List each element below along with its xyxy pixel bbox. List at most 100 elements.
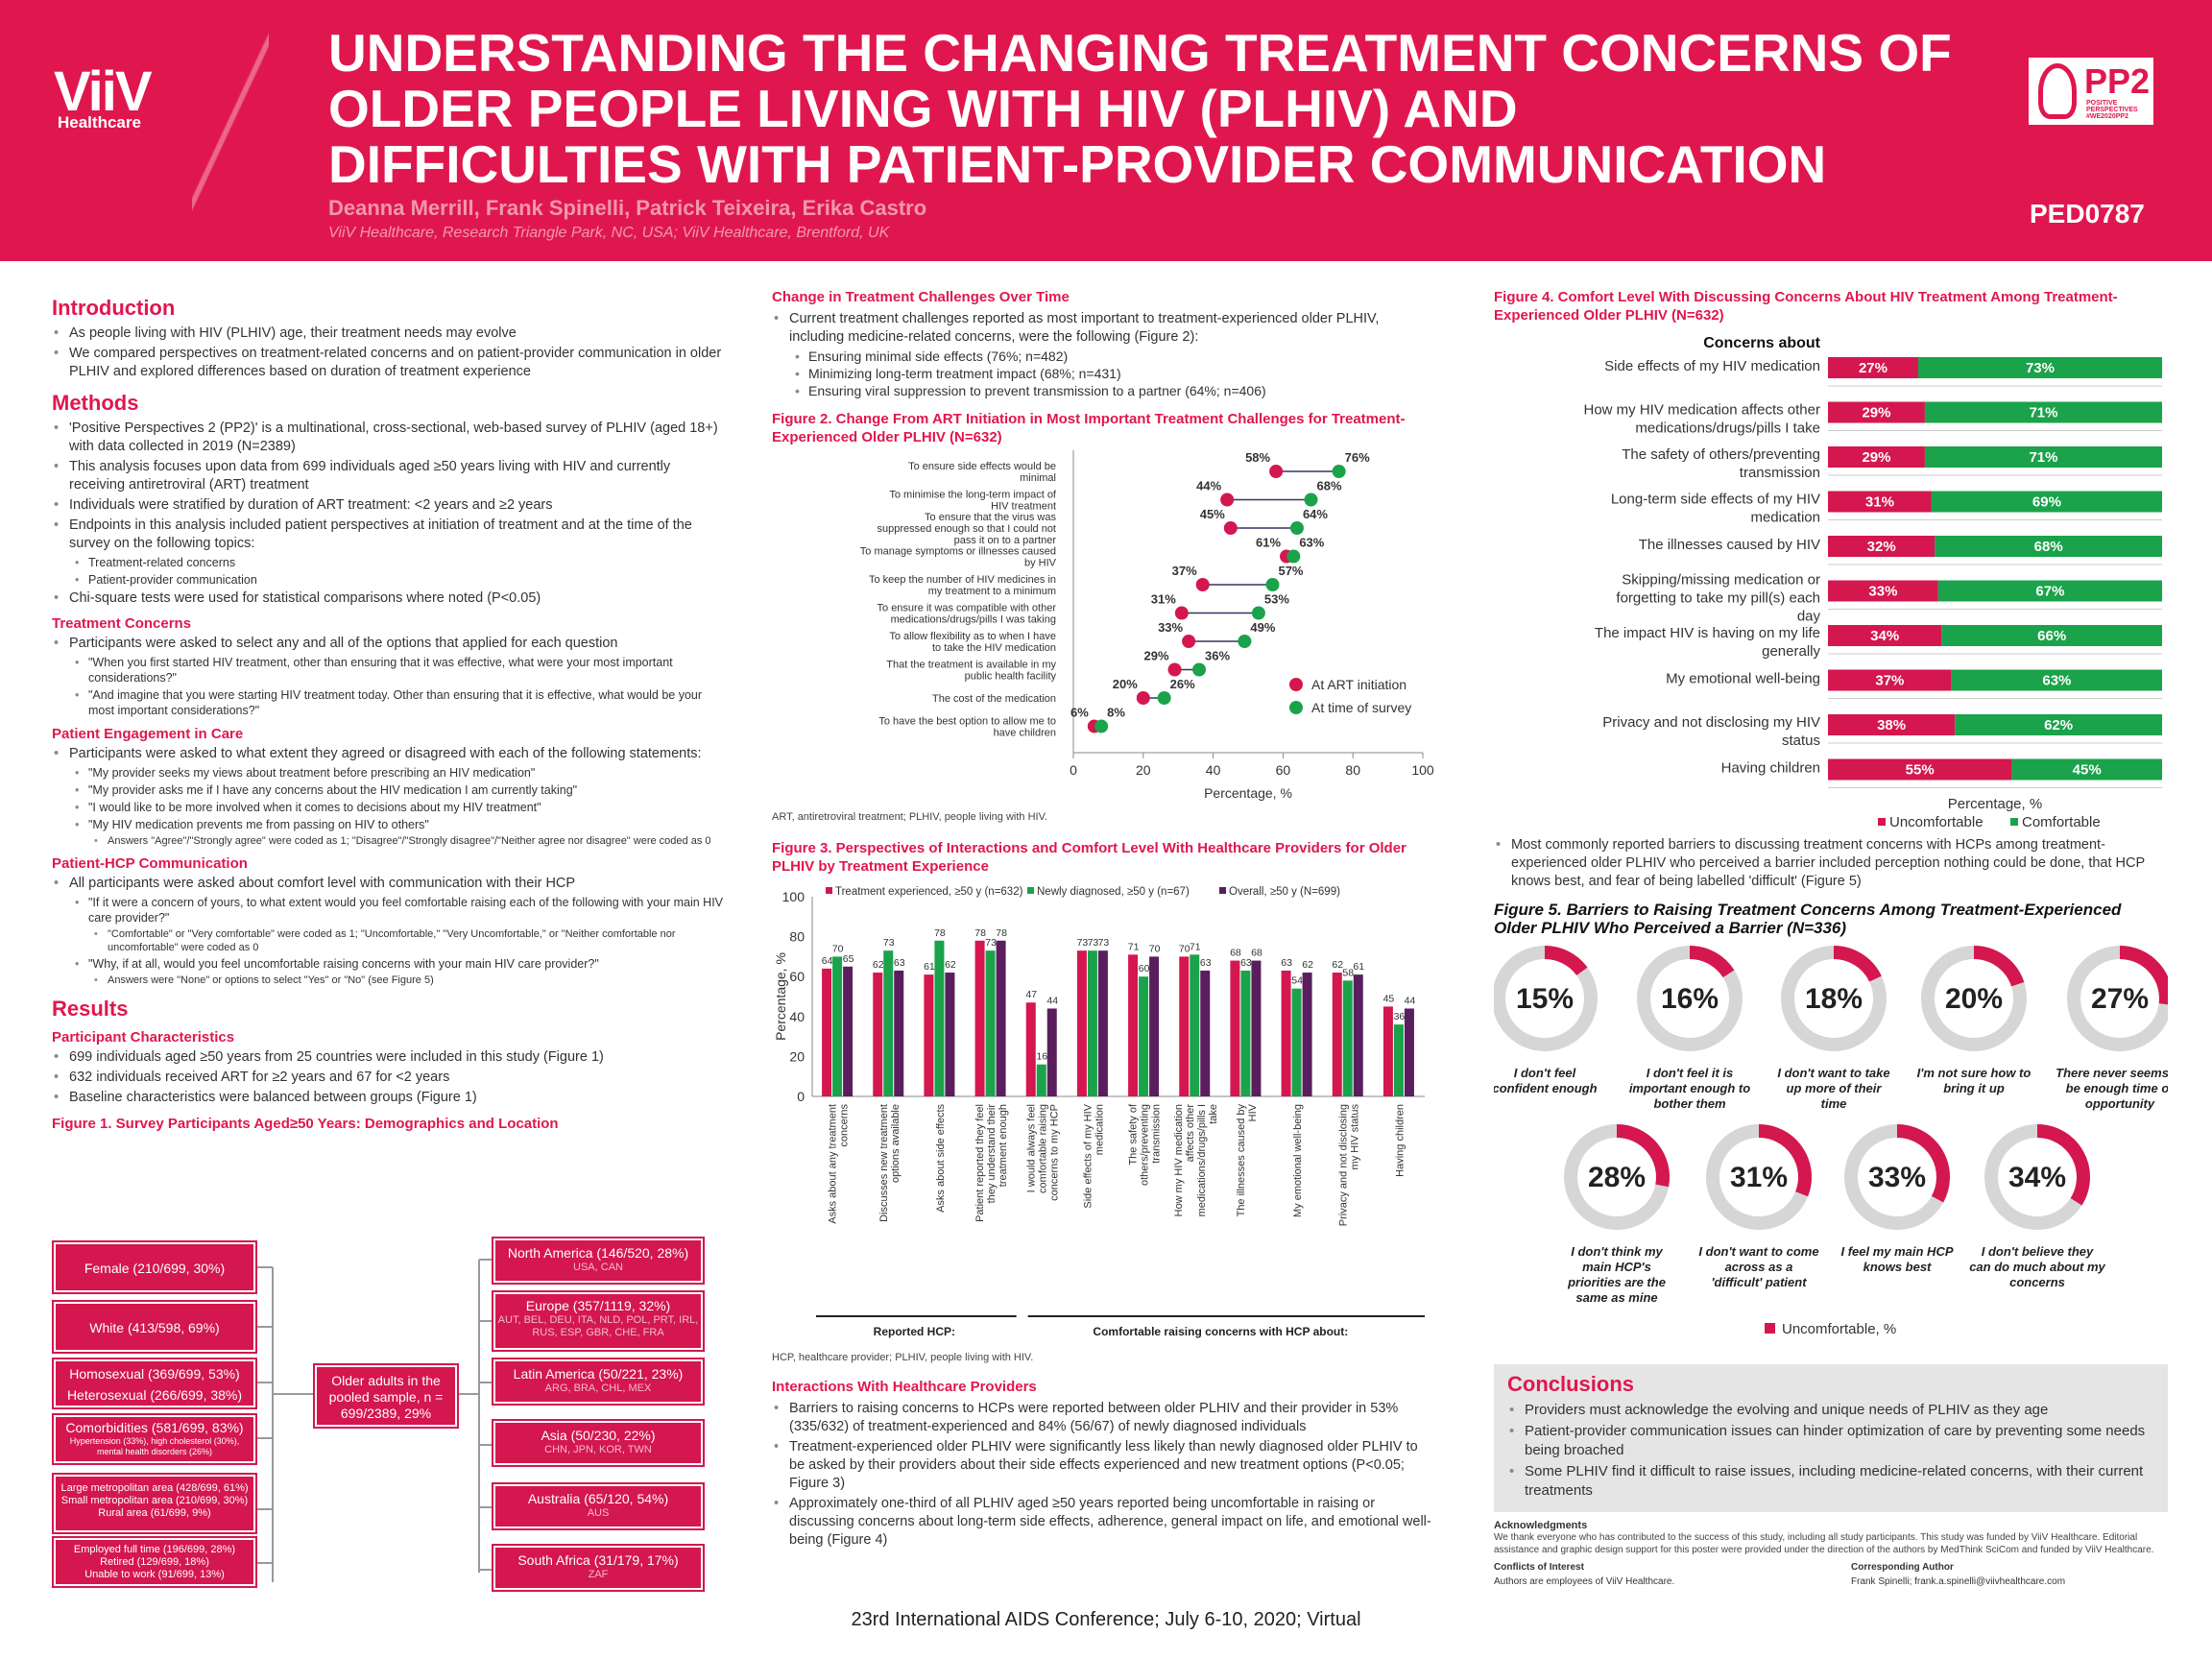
legend-swatch — [1027, 887, 1034, 894]
donut-value: 33% — [1868, 1162, 1926, 1193]
coi-text: Authors are employees of ViiV Healthcare… — [1494, 1576, 1675, 1587]
point-initiation — [1182, 635, 1196, 648]
y-axis-label: Percentage, % — [773, 952, 788, 1041]
bar-uncomfortable — [1828, 536, 1936, 557]
legend-label: Overall, ≥50 y (N=699) — [1229, 886, 1340, 898]
bar-comfortable — [2011, 758, 2162, 781]
donut-segment — [1544, 946, 1588, 976]
data-label: 64 — [822, 955, 833, 967]
data-label: 73 — [1088, 937, 1099, 949]
category-label: To manage symptoms or illnesses caused — [860, 546, 1056, 558]
bar — [974, 940, 985, 1096]
change-list: Current treatment challenges reported as… — [772, 310, 1434, 398]
data-label: 63 — [1240, 957, 1252, 969]
figure3-footnote: HCP, healthcare provider; PLHIV, people … — [772, 1352, 1034, 1363]
list-item: "Comfortable" or "Very comfortable" were… — [52, 927, 724, 954]
category-label: medication — [1750, 510, 1820, 526]
donut-label: time — [1821, 1096, 1847, 1111]
donut-label: main HCP's — [1582, 1260, 1651, 1274]
data-label: 66% — [2037, 628, 2066, 644]
demographic-box-orientation: Homosexual (369/699, 53%) Heterosexual (2… — [52, 1358, 257, 1409]
data-label: 20% — [1113, 677, 1138, 691]
tick-label: 40 — [1206, 762, 1221, 778]
data-label: 16 — [1036, 1051, 1047, 1063]
bar — [1190, 954, 1200, 1096]
category-label: minimal — [1020, 472, 1056, 484]
donut-segment — [1689, 946, 1735, 978]
data-label: 78 — [996, 927, 1007, 939]
figure4-title: Figure 4. Comfort Level With Discussing … — [1494, 289, 2118, 324]
introduction-heading: Introduction — [52, 296, 176, 320]
point-survey — [1265, 578, 1280, 591]
list-item: Barriers to raising concerns to HCPs wer… — [772, 1400, 1434, 1436]
column-3: Figure 4. Comfort Level With Discussing … — [1492, 286, 2184, 1587]
box-label: Female (210/699, 30%) — [84, 1261, 226, 1276]
category-label: To allow flexibility as to when I have — [889, 631, 1056, 642]
poster-id: PED0787 — [2030, 199, 2145, 228]
donut-label: I don't believe they — [1982, 1244, 2094, 1259]
bar — [1087, 950, 1097, 1096]
data-label: 37% — [1172, 564, 1197, 578]
acknowledgments-text: We thank everyone who has contributed to… — [1494, 1532, 2154, 1555]
donut-label: can do much about my — [1969, 1260, 2105, 1274]
figure5-title: Figure 5. Barriers to Raising Treatment … — [1494, 901, 2122, 937]
list-item: Ensuring viral suppression to prevent tr… — [772, 383, 1434, 398]
title-line: OLDER PEOPLE LIVING WITH HIV (PLHIV) AND — [328, 79, 1518, 138]
bar-comfortable — [1951, 669, 2162, 691]
category-label: comfortable raising — [1037, 1104, 1048, 1193]
bar-comfortable — [1941, 625, 2162, 646]
donut-value: 16% — [1661, 983, 1719, 1015]
data-label: 65 — [843, 953, 854, 965]
bar — [883, 950, 894, 1096]
bar-uncomfortable — [1828, 669, 1952, 691]
figure4-chart: Concerns about 27% 73% Side effects of my H… — [1584, 335, 2162, 830]
donut-label: across as a — [1725, 1260, 1793, 1274]
donut-value: 20% — [1945, 983, 2003, 1015]
data-label: 73 — [1098, 937, 1110, 949]
donut-value: 34% — [2008, 1162, 2066, 1193]
box-detail: Rural area (61/699, 9%) — [98, 1507, 211, 1519]
category-label: The safety of others/preventing — [1622, 446, 1820, 463]
donut-segment — [2036, 1124, 2090, 1206]
category-label: generally — [1762, 643, 1820, 660]
data-label: 55% — [1906, 762, 1935, 779]
bar — [1353, 974, 1363, 1096]
data-label: 63 — [1281, 957, 1292, 969]
demographic-box-race: White (413/598, 69%) — [52, 1300, 257, 1354]
box-detail: CHN, JPN, KOR, TWN — [544, 1444, 652, 1455]
box-label: Australia (65/120, 54%) — [527, 1491, 669, 1506]
bar-uncomfortable — [1828, 446, 1925, 468]
bar — [843, 966, 854, 1096]
bar-comfortable — [1955, 714, 2162, 735]
category-label: The illnesses caused by — [1236, 1104, 1247, 1217]
category-label: they understand their — [986, 1104, 998, 1204]
tick-label: 80 — [789, 929, 805, 945]
bar-comfortable — [1935, 536, 2162, 557]
point-survey — [1289, 521, 1304, 535]
point-initiation — [1269, 465, 1284, 478]
coi-heading: Conflicts of Interest — [1494, 1562, 1584, 1573]
category-label: Discusses new treatment — [878, 1104, 890, 1222]
tick-label: 60 — [1276, 762, 1291, 778]
category-label: Privacy and not disclosing — [1337, 1104, 1349, 1226]
donut-label: up more of their — [1787, 1081, 1883, 1095]
bar — [1179, 956, 1190, 1096]
data-label: 71% — [2029, 449, 2057, 466]
box-label: Older adults in the pooled sample, n = 6… — [328, 1373, 444, 1421]
data-label: 45% — [1200, 507, 1225, 521]
ribbon-icon — [2038, 63, 2077, 119]
category-label: concerns — [839, 1104, 851, 1147]
category-label: my treatment to a minimum — [928, 586, 1056, 597]
data-label: 70 — [1179, 943, 1190, 954]
donut-label: I don't want to take — [1777, 1066, 1889, 1080]
category-label: others/preventing — [1140, 1104, 1151, 1186]
data-label: 63% — [1299, 536, 1324, 550]
bar — [1128, 954, 1139, 1096]
list-item: Answers were "None" or options to select… — [52, 974, 724, 987]
corr-block: Corresponding Author Frank Spinelli; fran… — [1851, 1562, 2168, 1587]
data-label: 63 — [1200, 957, 1212, 969]
bar — [1139, 976, 1149, 1096]
header-stripe — [192, 0, 269, 261]
point-initiation — [1174, 606, 1189, 620]
